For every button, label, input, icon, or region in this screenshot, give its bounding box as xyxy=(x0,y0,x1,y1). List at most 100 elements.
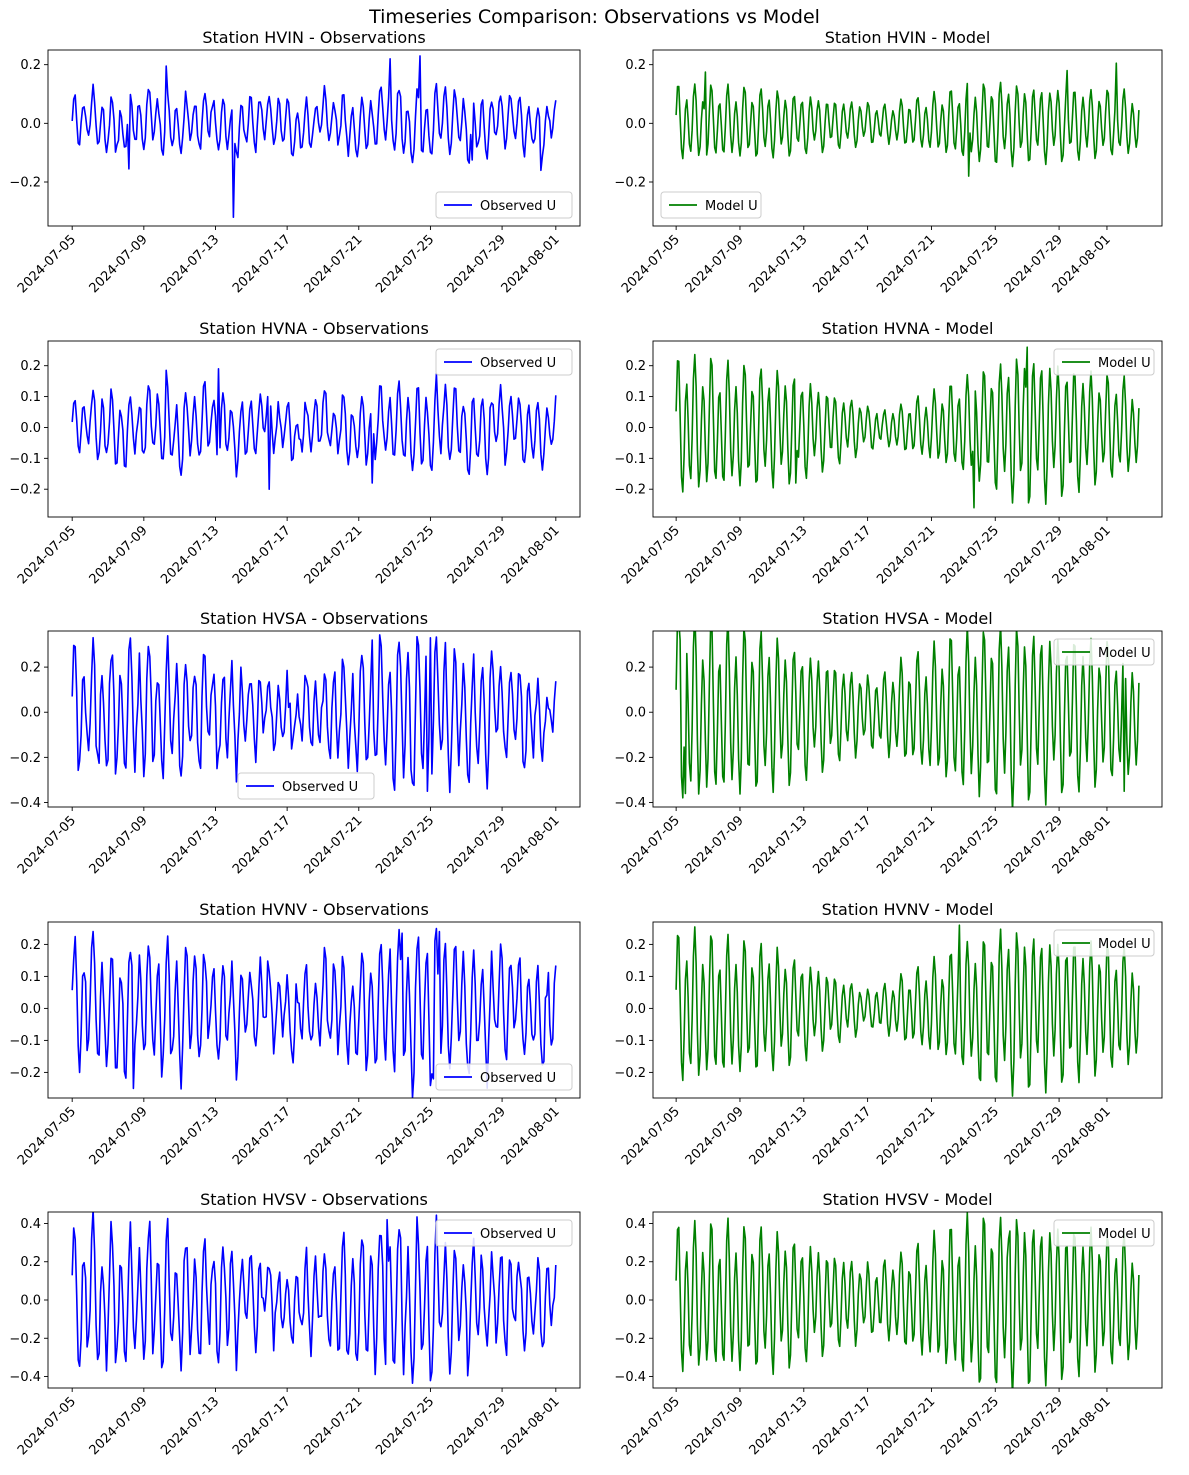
chart-panel-2: Station HVIN - Model −0.2 0.0 0.2 2024-07-05… xyxy=(614,28,1163,296)
chart-title: Station HVNA - Observations xyxy=(199,319,429,338)
series-line-observed-u xyxy=(71,1212,557,1384)
x-tick-label: 2024-07-17 xyxy=(810,523,874,587)
y-tick-label: 0.4 xyxy=(20,1217,41,1232)
x-tick-label: 2024-07-05 xyxy=(619,232,683,296)
y-tick-label: 0.2 xyxy=(20,1255,41,1270)
y-tick-label: −0.2 xyxy=(614,1066,646,1081)
x-tick-label: 2024-07-09 xyxy=(87,813,151,877)
y-tick-label: −0.2 xyxy=(614,1332,646,1347)
series-line-model-u xyxy=(675,62,1140,177)
chart-panel-3: Station HVNA - Observations −0.2 −0.1 0.0 0.… xyxy=(9,319,581,587)
y-tick-label: 0.2 xyxy=(20,661,41,676)
x-tick-label: 2024-07-21 xyxy=(302,523,366,587)
legend-box xyxy=(435,1063,573,1091)
legend-box xyxy=(1053,348,1155,376)
y-tick-label: 0.2 xyxy=(20,938,41,953)
chart-title: Station HVIN - Model xyxy=(825,28,991,47)
legend-label: Observed U xyxy=(480,1227,556,1242)
x-tick-label: 2024-07-17 xyxy=(230,232,294,296)
y-tick-label: 0.0 xyxy=(20,1294,41,1309)
plot-frame xyxy=(47,921,581,1099)
y-tick-label: 0.0 xyxy=(625,1294,646,1309)
y-tick-label: 0.0 xyxy=(625,117,646,132)
y-tick-label: −0.2 xyxy=(9,751,41,766)
y-tick-label: 0.0 xyxy=(20,117,41,132)
y-tick-label: −0.4 xyxy=(614,796,646,811)
x-tick-label: 2024-07-13 xyxy=(158,813,222,877)
legend-label: Observed U xyxy=(480,356,556,371)
x-tick-label: 2024-07-05 xyxy=(15,813,79,877)
x-tick-label: 2024-08-01 xyxy=(499,232,563,296)
x-tick-label: 2024-07-09 xyxy=(683,1104,747,1168)
series-line-observed-u xyxy=(71,55,557,218)
plot-frame xyxy=(652,340,1163,518)
legend-label: Model U xyxy=(1098,1227,1151,1242)
plot-frame xyxy=(652,921,1163,1099)
x-tick-label: 2024-07-09 xyxy=(683,813,747,877)
legend-box xyxy=(1053,929,1155,957)
legend-box xyxy=(435,348,573,376)
x-tick-label: 2024-07-13 xyxy=(747,523,811,587)
x-tick-label: 2024-07-17 xyxy=(810,813,874,877)
x-tick-label: 2024-07-09 xyxy=(87,523,151,587)
legend-label: Observed U xyxy=(282,780,358,795)
chart-title: Station HVSA - Observations xyxy=(200,609,428,628)
chart-panel-1: Station HVIN - Observations −0.2 0.0 0.2 202… xyxy=(9,28,581,296)
x-tick-label: 2024-07-25 xyxy=(373,1394,437,1458)
legend: Model U xyxy=(1053,1219,1155,1247)
x-tick-label: 2024-08-01 xyxy=(499,1394,563,1458)
x-tick-label: 2024-07-09 xyxy=(87,1104,151,1168)
legend: Observed U xyxy=(237,772,375,800)
legend-label: Observed U xyxy=(480,199,556,214)
legend: Observed U xyxy=(435,1219,573,1247)
y-tick-label: 0.2 xyxy=(20,58,41,73)
x-tick-label: 2024-07-05 xyxy=(15,523,79,587)
y-tick-label: 0.1 xyxy=(20,390,41,405)
y-tick-label: 0.0 xyxy=(20,1002,41,1017)
plot-frame xyxy=(47,49,581,227)
x-tick-label: 2024-07-05 xyxy=(619,1104,683,1168)
x-tick-label: 2024-07-25 xyxy=(938,1394,1002,1458)
x-tick-label: 2024-07-17 xyxy=(810,1104,874,1168)
y-tick-label: −0.1 xyxy=(614,1034,646,1049)
x-tick-label: 2024-07-13 xyxy=(158,1104,222,1168)
series-line-model-u xyxy=(675,924,1140,1097)
legend-box xyxy=(660,191,762,219)
legend: Observed U xyxy=(435,1063,573,1091)
x-tick-label: 2024-07-05 xyxy=(15,232,79,296)
x-tick-label: 2024-07-05 xyxy=(15,1104,79,1168)
x-tick-label: 2024-07-25 xyxy=(373,1104,437,1168)
x-tick-label: 2024-07-17 xyxy=(230,1104,294,1168)
x-tick-label: 2024-07-25 xyxy=(373,813,437,877)
series-line-observed-u xyxy=(71,368,557,490)
x-tick-label: 2024-07-21 xyxy=(874,813,938,877)
chart-panel-4: Station HVNA - Model −0.2 −0.1 0.0 0.1 0.2 202… xyxy=(614,319,1163,587)
x-tick-label: 2024-07-13 xyxy=(158,232,222,296)
series-line-model-u xyxy=(675,1212,1140,1388)
chart-panel-10: Station HVSV - Model −0.4 −0.2 0.0 0.2 0.4 202… xyxy=(614,1190,1163,1458)
plot-frame xyxy=(652,630,1163,808)
x-tick-label: 2024-07-21 xyxy=(302,1394,366,1458)
x-tick-label: 2024-07-05 xyxy=(15,1394,79,1458)
x-tick-label: 2024-07-25 xyxy=(373,523,437,587)
series-line-observed-u xyxy=(71,927,557,1098)
chart-title: Station HVNV - Model xyxy=(822,900,994,919)
x-tick-label: 2024-07-21 xyxy=(874,1104,938,1168)
legend-box xyxy=(237,772,375,800)
x-tick-label: 2024-07-05 xyxy=(619,1394,683,1458)
legend: Observed U xyxy=(435,191,573,219)
y-tick-label: 0.2 xyxy=(20,359,41,374)
x-tick-label: 2024-07-13 xyxy=(747,232,811,296)
x-tick-label: 2024-07-13 xyxy=(158,523,222,587)
legend: Model U xyxy=(1053,638,1155,666)
legend: Model U xyxy=(1053,929,1155,957)
x-tick-label: 2024-07-05 xyxy=(619,523,683,587)
x-tick-label: 2024-08-01 xyxy=(499,523,563,587)
legend: Model U xyxy=(660,191,762,219)
x-tick-label: 2024-07-17 xyxy=(230,1394,294,1458)
y-tick-label: −0.2 xyxy=(614,176,646,191)
y-tick-label: −0.4 xyxy=(614,1370,646,1385)
x-tick-label: 2024-07-17 xyxy=(230,813,294,877)
plot-frame xyxy=(47,630,581,808)
y-tick-label: 0.1 xyxy=(20,970,41,985)
